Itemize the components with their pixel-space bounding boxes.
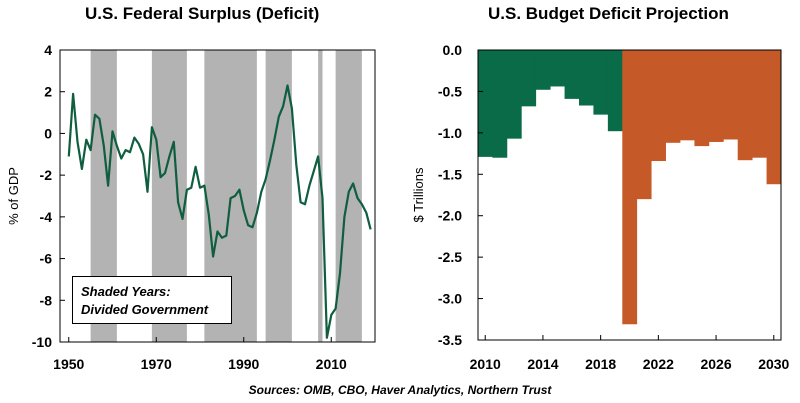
- deficit-bar-2013: [521, 50, 537, 107]
- deficit-bar-2027: [723, 50, 739, 140]
- surplus-deficit-line: [67, 84, 372, 339]
- right-ytick-label-7: -3.5: [438, 332, 462, 348]
- left-ytick-label-3: -2: [40, 167, 53, 183]
- right-ytick-label-5: -2.5: [438, 249, 462, 265]
- left-plot-frame: [59, 49, 376, 343]
- right-xtick-label-5: 2030: [758, 356, 789, 372]
- right-ytick-label-2: -1.0: [438, 125, 462, 141]
- deficit-bar-2017: [579, 50, 594, 106]
- left-ytick-label-7: -10: [32, 334, 52, 350]
- deficit-bar-2019: [607, 50, 623, 132]
- deficit-bar-2024: [680, 50, 695, 141]
- left-ytick-label-1: 2: [44, 84, 52, 100]
- deficit-bar-2021: [636, 50, 652, 200]
- left-ytick-label-0: 4: [44, 42, 52, 58]
- right-ytick-label-3: -1.5: [438, 166, 462, 182]
- left-ytick-label-5: -6: [40, 251, 53, 267]
- deficit-bar-2020: [622, 50, 638, 325]
- left-ytick-label-2: 0: [44, 125, 52, 141]
- right-xtick-label-4: 2026: [700, 356, 731, 372]
- shaded-period-4: [318, 50, 323, 342]
- right-y-axis-label: $ Trillions: [411, 167, 426, 222]
- right-ytick-label-1: -0.5: [438, 83, 462, 99]
- left-xtick-label-1: 1970: [141, 356, 172, 372]
- deficit-bar-2029: [752, 50, 767, 158]
- legend-line-1: Shaded Years:: [81, 284, 171, 299]
- right-chart-title: U.S. Budget Deficit Projection: [488, 4, 729, 23]
- left-ytick-label-6: -8: [40, 292, 53, 308]
- deficit-bar-2012: [506, 50, 522, 139]
- left-xtick-label-2: 1990: [228, 356, 259, 372]
- left-xtick-label-3: 2010: [316, 356, 347, 372]
- deficit-bar-2022: [651, 50, 666, 162]
- deficit-bar-2011: [492, 50, 508, 158]
- source-note: Sources: OMB, CBO, Haver Analytics, Nort…: [248, 383, 552, 397]
- right-ytick-label-0: 0.0: [443, 42, 463, 58]
- left-ytick-label-4: -4: [40, 209, 53, 225]
- right-ytick-label-4: -2.0: [438, 208, 462, 224]
- left-y-axis-label: % of GDP: [6, 167, 21, 225]
- right-xtick-label-2: 2018: [585, 356, 616, 372]
- deficit-bar-2023: [665, 50, 681, 143]
- deficit-bar-2016: [564, 50, 580, 99]
- right-ytick-label-6: -3.0: [438, 291, 462, 307]
- left-xtick-label-0: 1950: [53, 356, 84, 372]
- deficit-bar-2025: [694, 50, 710, 147]
- right-xtick-label-1: 2014: [527, 356, 558, 372]
- shaded-period-3: [265, 50, 292, 342]
- deficit-bar-2018: [593, 50, 609, 115]
- deficit-bar-2028: [737, 50, 753, 161]
- deficit-bar-2015: [550, 50, 565, 87]
- deficit-bar-2014: [535, 50, 551, 90]
- right-plot-frame: [477, 49, 782, 341]
- right-xtick-label-3: 2022: [643, 356, 674, 372]
- shaded-years-legend: Shaded Years: Divided Government: [72, 276, 232, 324]
- left-chart-title: U.S. Federal Surplus (Deficit): [85, 4, 320, 23]
- deficit-bar-2026: [708, 50, 724, 142]
- deficit-bar-2010: [478, 50, 493, 157]
- right-xtick-label-0: 2010: [470, 356, 501, 372]
- legend-line-2: Divided Government: [81, 302, 209, 317]
- deficit-bar-2030: [766, 50, 782, 185]
